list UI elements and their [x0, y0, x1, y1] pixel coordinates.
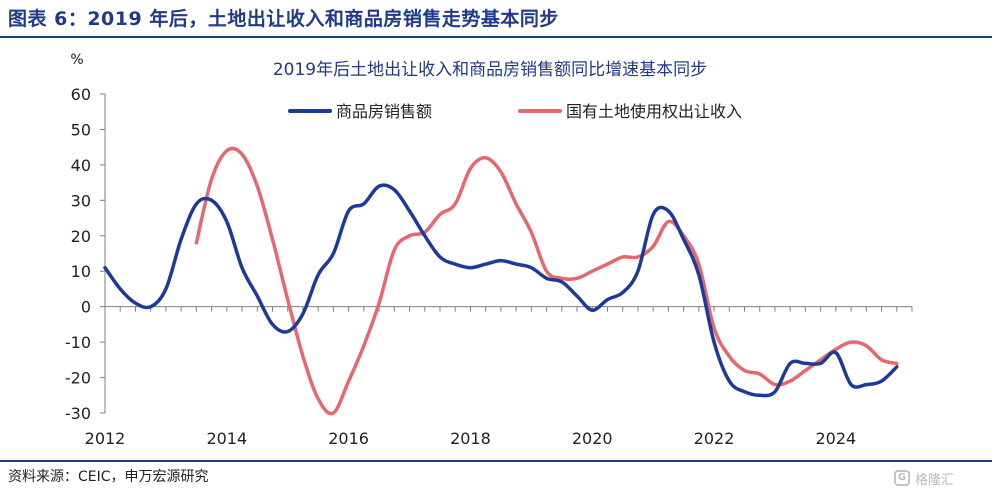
legend: 商品房销售额 国有土地使用权出让收入 — [288, 102, 742, 121]
x-tick-label: 2020 — [572, 429, 613, 448]
watermark-text: 格隆汇 — [915, 472, 955, 488]
line-chart: 2019年后土地出让收入和商品房销售额同比增速基本同步 % 60 50 40 30 20… — [65, 52, 913, 448]
series-line-sales — [103, 183, 899, 398]
legend-label: 国有土地使用权出让收入 — [566, 102, 742, 121]
legend-item-land: 国有土地使用权出让收入 — [518, 102, 742, 121]
series-layer — [103, 146, 899, 416]
source-note: 资料来源：CEIC，申万宏源研究 — [8, 469, 209, 485]
x-tick-label: 2018 — [450, 429, 491, 448]
y-tick-label: -10 — [65, 333, 91, 352]
figure-title: 图表 6：2019 年后，土地出让收入和商品房销售走势基本同步 — [8, 8, 559, 30]
y-tick-label: 50 — [71, 120, 91, 139]
y-tick-label: 40 — [71, 156, 91, 175]
x-tick-label: 2012 — [85, 429, 126, 448]
axes: 60 50 40 30 20 10 0 -10 -20 -30 2012 2014 2016 2018 20… — [65, 85, 913, 448]
x-tick-label: 2016 — [328, 429, 369, 448]
y-tick-label: 20 — [71, 227, 91, 246]
legend-item-sales: 商品房销售额 — [288, 102, 432, 121]
source-rule — [0, 460, 992, 462]
watermark-icon: G — [894, 470, 910, 486]
x-tick-label: 2022 — [694, 429, 735, 448]
y-tick-label: 0 — [81, 298, 91, 317]
x-tick-label: 2024 — [816, 429, 857, 448]
y-tick-label: 10 — [71, 262, 91, 281]
watermark-logo: G 格隆汇 — [894, 466, 980, 490]
title-rule — [0, 36, 992, 38]
y-tick-label: 60 — [71, 85, 91, 104]
chart-title: 2019年后土地出让收入和商品房销售额同比增速基本同步 — [273, 60, 707, 80]
y-tick-label: -20 — [65, 369, 91, 388]
y-axis-unit: % — [70, 52, 83, 68]
legend-label: 商品房销售额 — [336, 102, 432, 121]
series-line-land — [194, 146, 899, 416]
y-tick-label: -30 — [65, 404, 91, 423]
y-tick-label: 30 — [71, 191, 91, 210]
x-tick-label: 2014 — [206, 429, 247, 448]
